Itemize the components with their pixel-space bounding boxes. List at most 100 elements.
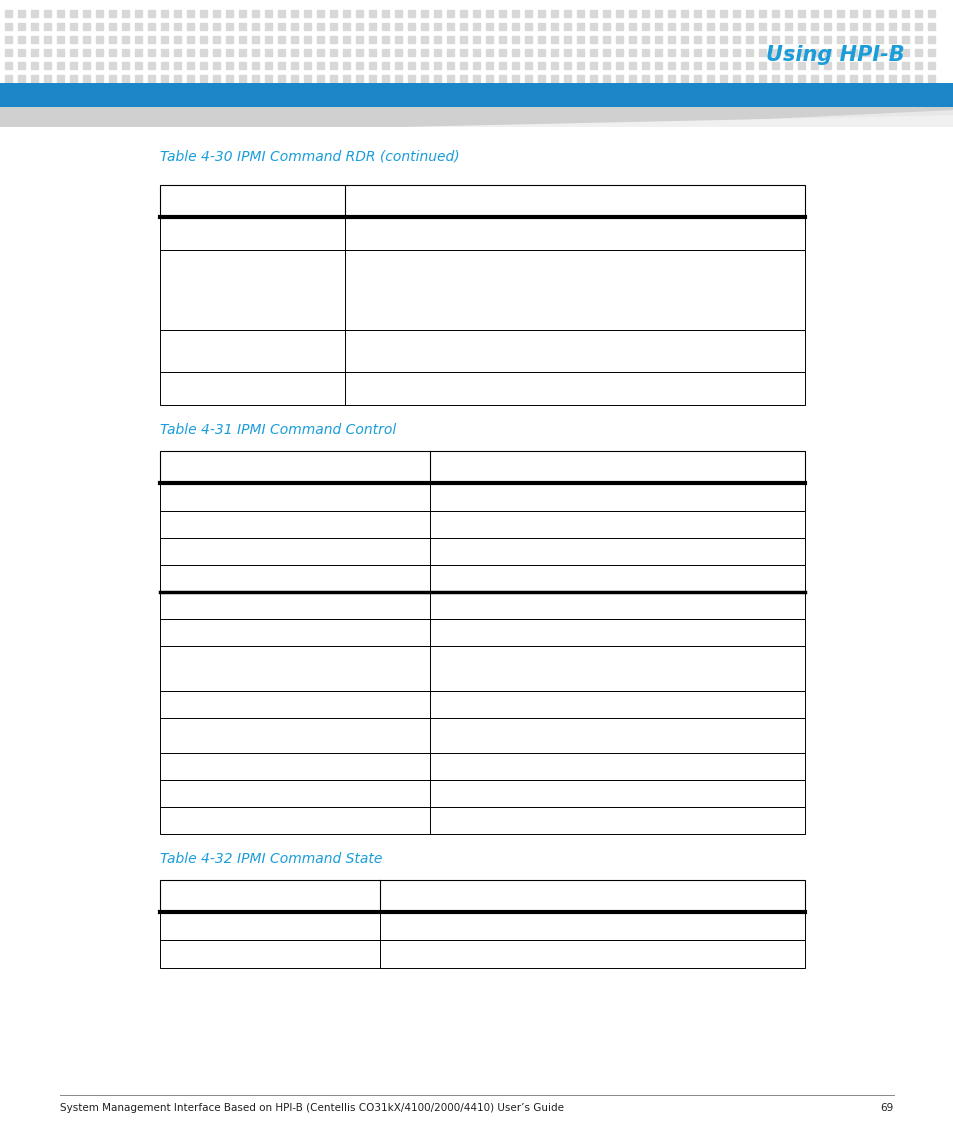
Bar bbox=[745, 35, 752, 44]
Bar bbox=[745, 10, 752, 17]
Bar bbox=[226, 88, 233, 95]
Bar bbox=[628, 62, 636, 69]
Bar bbox=[655, 49, 661, 56]
Bar bbox=[239, 62, 246, 69]
Bar bbox=[577, 35, 583, 44]
Bar bbox=[70, 76, 77, 82]
Bar bbox=[485, 10, 493, 17]
Bar bbox=[849, 10, 856, 17]
Bar bbox=[330, 88, 336, 95]
Bar bbox=[784, 49, 791, 56]
Bar bbox=[836, 23, 843, 30]
Bar bbox=[797, 88, 804, 95]
Bar bbox=[96, 62, 103, 69]
Bar bbox=[57, 49, 64, 56]
Bar bbox=[459, 49, 467, 56]
Bar bbox=[330, 62, 336, 69]
Bar bbox=[901, 23, 908, 30]
Bar bbox=[109, 35, 116, 44]
Bar bbox=[720, 88, 726, 95]
Bar bbox=[252, 35, 258, 44]
Bar bbox=[473, 35, 479, 44]
Bar bbox=[187, 62, 193, 69]
Bar bbox=[343, 76, 350, 82]
Bar bbox=[797, 35, 804, 44]
Bar bbox=[577, 10, 583, 17]
Bar bbox=[577, 23, 583, 30]
Bar bbox=[849, 35, 856, 44]
Bar bbox=[420, 49, 428, 56]
Bar bbox=[693, 23, 700, 30]
Bar bbox=[667, 10, 675, 17]
Bar bbox=[512, 35, 518, 44]
Bar bbox=[291, 76, 297, 82]
Bar bbox=[70, 35, 77, 44]
Bar bbox=[304, 76, 311, 82]
Bar bbox=[277, 76, 285, 82]
Bar bbox=[693, 10, 700, 17]
Bar bbox=[732, 49, 740, 56]
Bar bbox=[771, 23, 779, 30]
Bar bbox=[160, 511, 804, 538]
Bar bbox=[304, 88, 311, 95]
Bar bbox=[369, 49, 375, 56]
Bar bbox=[771, 88, 779, 95]
Bar bbox=[447, 49, 454, 56]
Bar bbox=[875, 23, 882, 30]
Bar bbox=[836, 10, 843, 17]
Bar bbox=[304, 62, 311, 69]
Bar bbox=[109, 76, 116, 82]
Bar bbox=[83, 10, 90, 17]
Bar bbox=[343, 23, 350, 30]
Bar bbox=[759, 76, 765, 82]
Bar bbox=[459, 88, 467, 95]
Bar bbox=[408, 88, 415, 95]
Bar bbox=[252, 23, 258, 30]
Bar bbox=[420, 35, 428, 44]
Bar bbox=[160, 619, 804, 646]
Bar bbox=[277, 88, 285, 95]
Bar bbox=[83, 23, 90, 30]
Bar bbox=[693, 88, 700, 95]
Bar bbox=[823, 62, 830, 69]
Bar bbox=[96, 49, 103, 56]
Bar bbox=[693, 76, 700, 82]
Bar bbox=[135, 23, 142, 30]
Bar bbox=[537, 35, 544, 44]
Bar bbox=[291, 23, 297, 30]
Bar bbox=[160, 780, 804, 807]
Bar bbox=[239, 35, 246, 44]
Bar bbox=[784, 88, 791, 95]
Bar bbox=[577, 62, 583, 69]
Bar bbox=[563, 49, 571, 56]
Bar bbox=[434, 88, 440, 95]
Bar bbox=[381, 10, 389, 17]
Bar bbox=[408, 76, 415, 82]
Bar bbox=[875, 35, 882, 44]
Bar bbox=[291, 49, 297, 56]
Bar bbox=[589, 10, 597, 17]
Bar bbox=[381, 49, 389, 56]
Bar bbox=[706, 62, 713, 69]
Bar bbox=[395, 23, 401, 30]
Bar bbox=[862, 49, 869, 56]
Bar bbox=[524, 49, 532, 56]
Bar bbox=[810, 49, 817, 56]
Bar bbox=[161, 88, 168, 95]
Bar bbox=[628, 10, 636, 17]
Bar bbox=[680, 35, 687, 44]
Bar bbox=[381, 76, 389, 82]
Bar bbox=[173, 10, 181, 17]
Bar bbox=[732, 35, 740, 44]
Bar bbox=[109, 23, 116, 30]
Bar bbox=[784, 35, 791, 44]
Bar bbox=[355, 62, 363, 69]
Bar bbox=[875, 76, 882, 82]
Bar bbox=[862, 88, 869, 95]
Bar bbox=[213, 76, 220, 82]
Bar bbox=[823, 10, 830, 17]
Text: Table 4-31 IPMI Command Control: Table 4-31 IPMI Command Control bbox=[160, 423, 395, 437]
Bar bbox=[732, 23, 740, 30]
Bar bbox=[343, 88, 350, 95]
Bar bbox=[473, 88, 479, 95]
